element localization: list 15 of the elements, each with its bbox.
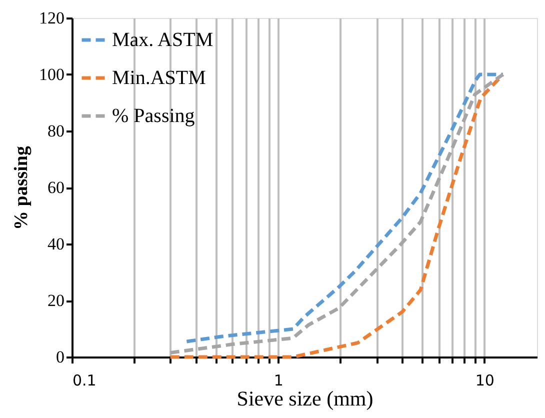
x-tick-label: 0.1 [72,372,96,390]
y-tick-label: 100 [39,65,64,84]
y-tick-label: 40 [48,234,64,254]
legend-label: % Passing [112,105,195,127]
y-tick-label: 20 [48,291,64,310]
x-tick-label: 10 [475,372,494,390]
y-axis-title: % passing [11,146,32,230]
y-tick-label: 60 [48,178,64,197]
y-tick-label: 80 [48,122,64,140]
y-tick-label: 120 [39,8,64,28]
y-tick-label: 0 [56,348,64,366]
legend-label: Min.ASTM [112,67,206,89]
legend-label: Max. ASTM [112,29,214,51]
x-tick-label: 1 [274,372,284,390]
x-axis-title: Sieve size (mm) [236,386,374,410]
